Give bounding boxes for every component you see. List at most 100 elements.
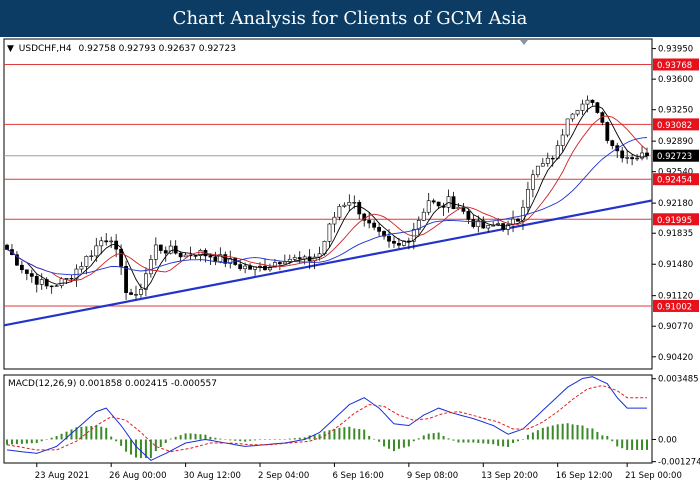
candle-body bbox=[387, 235, 391, 242]
macd-histogram-bar bbox=[115, 439, 118, 442]
candle-body bbox=[486, 225, 491, 229]
candle-body bbox=[277, 262, 282, 265]
macd-histogram-bar bbox=[368, 435, 371, 440]
macd-histogram-bar bbox=[199, 434, 202, 440]
candle-body bbox=[119, 248, 124, 267]
macd-histogram-bar bbox=[571, 424, 574, 440]
level-price-tag bbox=[653, 299, 699, 312]
macd-histogram-bar bbox=[134, 439, 137, 458]
candle-body bbox=[94, 245, 99, 257]
macd-histogram-bar bbox=[447, 438, 450, 440]
macd-histogram-bar bbox=[526, 434, 529, 440]
macd-histogram-bar bbox=[507, 439, 510, 448]
macd-histogram-bar bbox=[502, 439, 505, 447]
candle-body bbox=[292, 257, 297, 260]
scroll-marker-icon bbox=[520, 40, 528, 45]
macd-histogram-bar bbox=[333, 429, 336, 440]
candle-body bbox=[625, 157, 630, 159]
macd-histogram-bar bbox=[273, 439, 276, 440]
macd-histogram-bar bbox=[234, 439, 237, 441]
candle-body bbox=[426, 200, 431, 213]
uptrend-line bbox=[4, 199, 652, 327]
macd-histogram-bar bbox=[35, 439, 38, 443]
macd-histogram-bar bbox=[363, 429, 366, 440]
macd-histogram-bar bbox=[184, 433, 187, 440]
candle-body bbox=[5, 244, 9, 250]
candle-body bbox=[15, 254, 19, 266]
candle-body bbox=[342, 204, 347, 207]
candle-body bbox=[99, 240, 104, 247]
current-price-label: 0.92723 bbox=[657, 152, 692, 162]
macd-histogram-bar bbox=[25, 439, 28, 444]
macd-histogram-bar bbox=[452, 439, 455, 441]
macd-histogram-bar bbox=[80, 426, 83, 440]
macd-histogram-bar bbox=[586, 428, 589, 440]
macd-histogram-bar bbox=[517, 439, 520, 442]
macd-histogram-bar bbox=[373, 438, 376, 440]
macd-histogram-bar bbox=[313, 434, 316, 440]
macd-histogram-bar bbox=[298, 437, 301, 440]
time-tick-label: 26 Aug 00:00 bbox=[109, 471, 166, 481]
candle-body bbox=[282, 261, 287, 265]
macd-histogram-bar bbox=[383, 439, 386, 447]
candle-body bbox=[516, 218, 520, 222]
candle-body bbox=[372, 222, 377, 228]
candle-body bbox=[610, 140, 615, 146]
candle-body bbox=[213, 256, 218, 262]
chart-banner: Chart Analysis for Clients of GCM Asia bbox=[0, 0, 700, 37]
candle-body bbox=[640, 152, 644, 159]
macd-histogram-bar bbox=[482, 439, 485, 444]
candle-body bbox=[124, 265, 128, 293]
candle-body bbox=[69, 278, 74, 280]
macd-histogram-bar bbox=[427, 433, 430, 440]
macd-histogram-bar bbox=[442, 435, 445, 440]
macd-histogram-bar bbox=[611, 439, 614, 442]
macd-histogram-bar bbox=[457, 439, 460, 443]
candle-body bbox=[327, 223, 332, 242]
price-tick-label: 0.92890 bbox=[658, 137, 693, 147]
macd-histogram-bar bbox=[174, 436, 177, 440]
candle-body bbox=[24, 269, 29, 274]
macd-histogram-bar bbox=[432, 433, 435, 440]
candle-body bbox=[570, 113, 575, 120]
macd-histogram-bar bbox=[358, 429, 361, 440]
candle-body bbox=[605, 122, 610, 141]
candle-body bbox=[193, 255, 198, 257]
macd-histogram-bar bbox=[591, 428, 594, 440]
macd-histogram-bar bbox=[477, 439, 480, 443]
macd-histogram-bar bbox=[392, 439, 395, 452]
moving-average-line bbox=[6, 105, 648, 290]
macd-histogram-bar bbox=[397, 439, 400, 449]
macd-histogram-bar bbox=[606, 435, 609, 440]
macd-histogram-bar bbox=[283, 439, 286, 440]
level-price-label: 0.93082 bbox=[657, 121, 692, 131]
macd-histogram-bar bbox=[616, 439, 619, 447]
macd-histogram-bar bbox=[646, 439, 648, 450]
time-tick-label: 16 Sep 12:00 bbox=[556, 471, 613, 481]
candle-body bbox=[535, 165, 540, 176]
macd-histogram-bar bbox=[120, 439, 123, 446]
main-chart-title: ▼ USDCHF,H4 0.92758 0.92793 0.92637 0.92… bbox=[7, 44, 236, 54]
macd-histogram-bar bbox=[20, 439, 23, 444]
candle-body bbox=[347, 202, 352, 206]
macd-histogram-bar bbox=[60, 433, 63, 440]
candle-body bbox=[148, 259, 153, 275]
macd-histogram-bar bbox=[531, 432, 534, 440]
price-tick-label: 0.93950 bbox=[658, 45, 693, 55]
macd-histogram-bar bbox=[224, 439, 227, 440]
main-plot-frame bbox=[3, 38, 653, 370]
macd-histogram-bar bbox=[467, 439, 470, 443]
time-tick-label: 9 Sep 08:00 bbox=[407, 471, 458, 481]
macd-histogram-bar bbox=[412, 439, 415, 442]
macd-title: MACD(12,26,9) 0.001858 0.002415 -0.00055… bbox=[8, 379, 217, 389]
candle-body bbox=[530, 174, 535, 190]
macd-histogram-bar bbox=[581, 425, 584, 440]
current-price-tag bbox=[653, 149, 699, 162]
candle-body bbox=[64, 278, 69, 280]
macd-histogram-bar bbox=[596, 431, 599, 440]
macd-histogram-bar bbox=[626, 439, 629, 450]
candle-body bbox=[645, 152, 649, 157]
macd-histogram-bar bbox=[55, 435, 58, 440]
macd-histogram-bar bbox=[45, 439, 48, 440]
candle-body bbox=[273, 262, 277, 268]
